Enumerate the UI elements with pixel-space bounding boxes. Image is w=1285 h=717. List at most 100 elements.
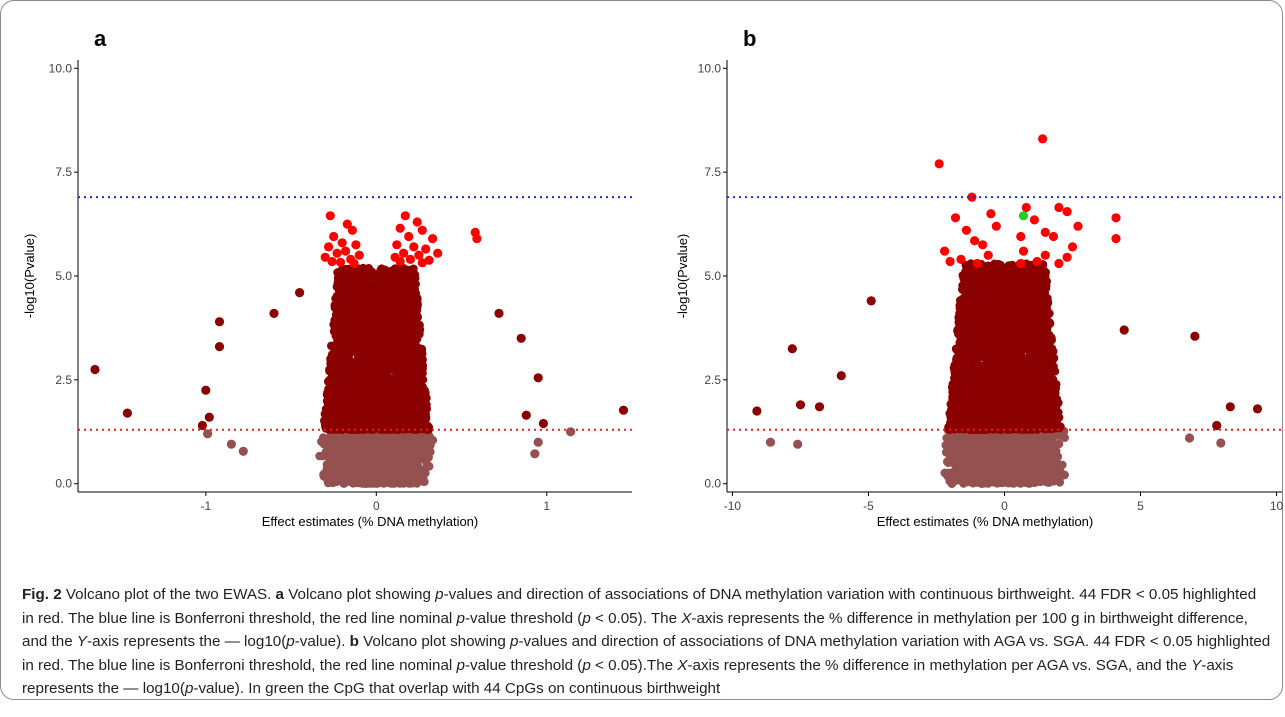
point-nominal [394,266,404,275]
point-nonsignificant [322,447,332,457]
point-nominal [397,334,406,344]
y-tick-label: 7.5 [704,165,721,179]
point-nominal [349,313,359,323]
point-nominal [408,387,418,397]
point-nominal [322,406,332,416]
point-nominal [388,307,397,317]
point-nonsignificant [357,450,366,460]
point-nonsignificant [373,432,383,442]
point-nominal [380,336,389,345]
point-nominal [378,362,387,372]
point-nominal [338,335,348,345]
point-nominal [618,405,629,415]
point-nominal [365,343,374,353]
point-nominal [400,417,409,426]
point-nominal [269,308,279,318]
point-nominal [393,322,402,331]
point-nominal [422,404,432,414]
y-tick-label: 5.0 [704,269,721,283]
point-nonsignificant [332,440,342,450]
point-fdr-significant [332,248,342,258]
data-points [90,211,629,489]
point-nominal [348,291,358,301]
point-nonsignificant [338,453,347,463]
point-nonsignificant [413,431,422,441]
point-nonsignificant [327,454,336,464]
point-nominal [353,321,363,330]
point-nominal [204,412,214,422]
point-nonsignificant [329,463,339,473]
y-tick-label: 10.0 [698,61,722,75]
point-nominal [365,403,375,413]
point-nominal [201,385,211,395]
point-nominal [400,394,410,403]
point-nonsignificant [392,457,402,467]
point-nonsignificant [358,472,367,482]
point-nominal [409,264,418,274]
point-nominal [332,396,342,405]
point-fdr-significant [354,250,364,260]
point-nominal [396,351,406,361]
point-nominal [328,352,338,362]
point-nominal [413,397,422,406]
point-nonsignificant [372,464,382,474]
point-fdr-significant [329,231,339,242]
point-nominal [420,395,430,404]
point-nominal [383,301,393,311]
point-nominal [382,352,392,362]
y-tick-label: 2.5 [704,373,721,387]
point-nominal [391,290,400,300]
panel-label: b [743,26,756,51]
point-nominal [348,340,358,350]
point-nominal [197,420,207,431]
point-nominal [336,358,346,368]
point-nonsignificant [402,470,411,480]
point-fdr-significant [342,219,352,229]
point-fdr-significant [325,211,335,221]
point-nonsignificant [387,437,396,446]
point-nonsignificant [238,446,248,456]
point-nonsignificant [533,437,543,447]
point-nominal [333,366,343,376]
x-axis-title: Effect estimates (% DNA methylation) [877,514,1094,529]
point-nonsignificant [417,465,426,475]
point-nominal [355,301,365,311]
y-axis-title: -log10(Pvalue) [22,234,37,319]
point-nominal [365,324,375,334]
point-nominal [214,317,225,327]
point-nominal [323,399,333,408]
point-nominal [214,342,225,352]
point-fdr-significant [417,225,427,235]
y-tick-label: 0.0 [704,477,721,491]
point-nonsignificant [315,451,324,461]
x-tick-label: -1 [201,499,212,513]
point-nominal [516,333,526,343]
point-nominal [378,265,387,275]
point-nominal [329,409,339,419]
point-nonsignificant [424,462,434,471]
x-tick-label: -5 [863,499,874,513]
panel-label: a [94,26,107,51]
point-fdr-significant [341,246,351,256]
y-tick-label: 10.0 [49,61,73,75]
point-fdr-significant [395,223,405,233]
point-nominal [408,347,418,356]
point-nonsignificant [377,448,387,458]
point-nonsignificant [334,476,343,486]
point-nonsignificant [339,440,349,449]
point-nominal [354,351,364,361]
point-nonsignificant [319,433,328,442]
point-nominal [346,423,355,433]
point-nominal [360,368,369,378]
point-nominal [331,377,340,387]
point-nominal [417,414,427,423]
point-nominal [413,406,423,415]
point-nominal [356,344,366,353]
point-nominal [407,287,417,297]
point-nominal [533,373,543,383]
point-nominal [521,410,531,420]
point-nominal [382,424,392,433]
y-tick-label: 7.5 [55,165,72,179]
point-nominal [342,317,352,327]
point-nonsignificant [342,460,352,469]
